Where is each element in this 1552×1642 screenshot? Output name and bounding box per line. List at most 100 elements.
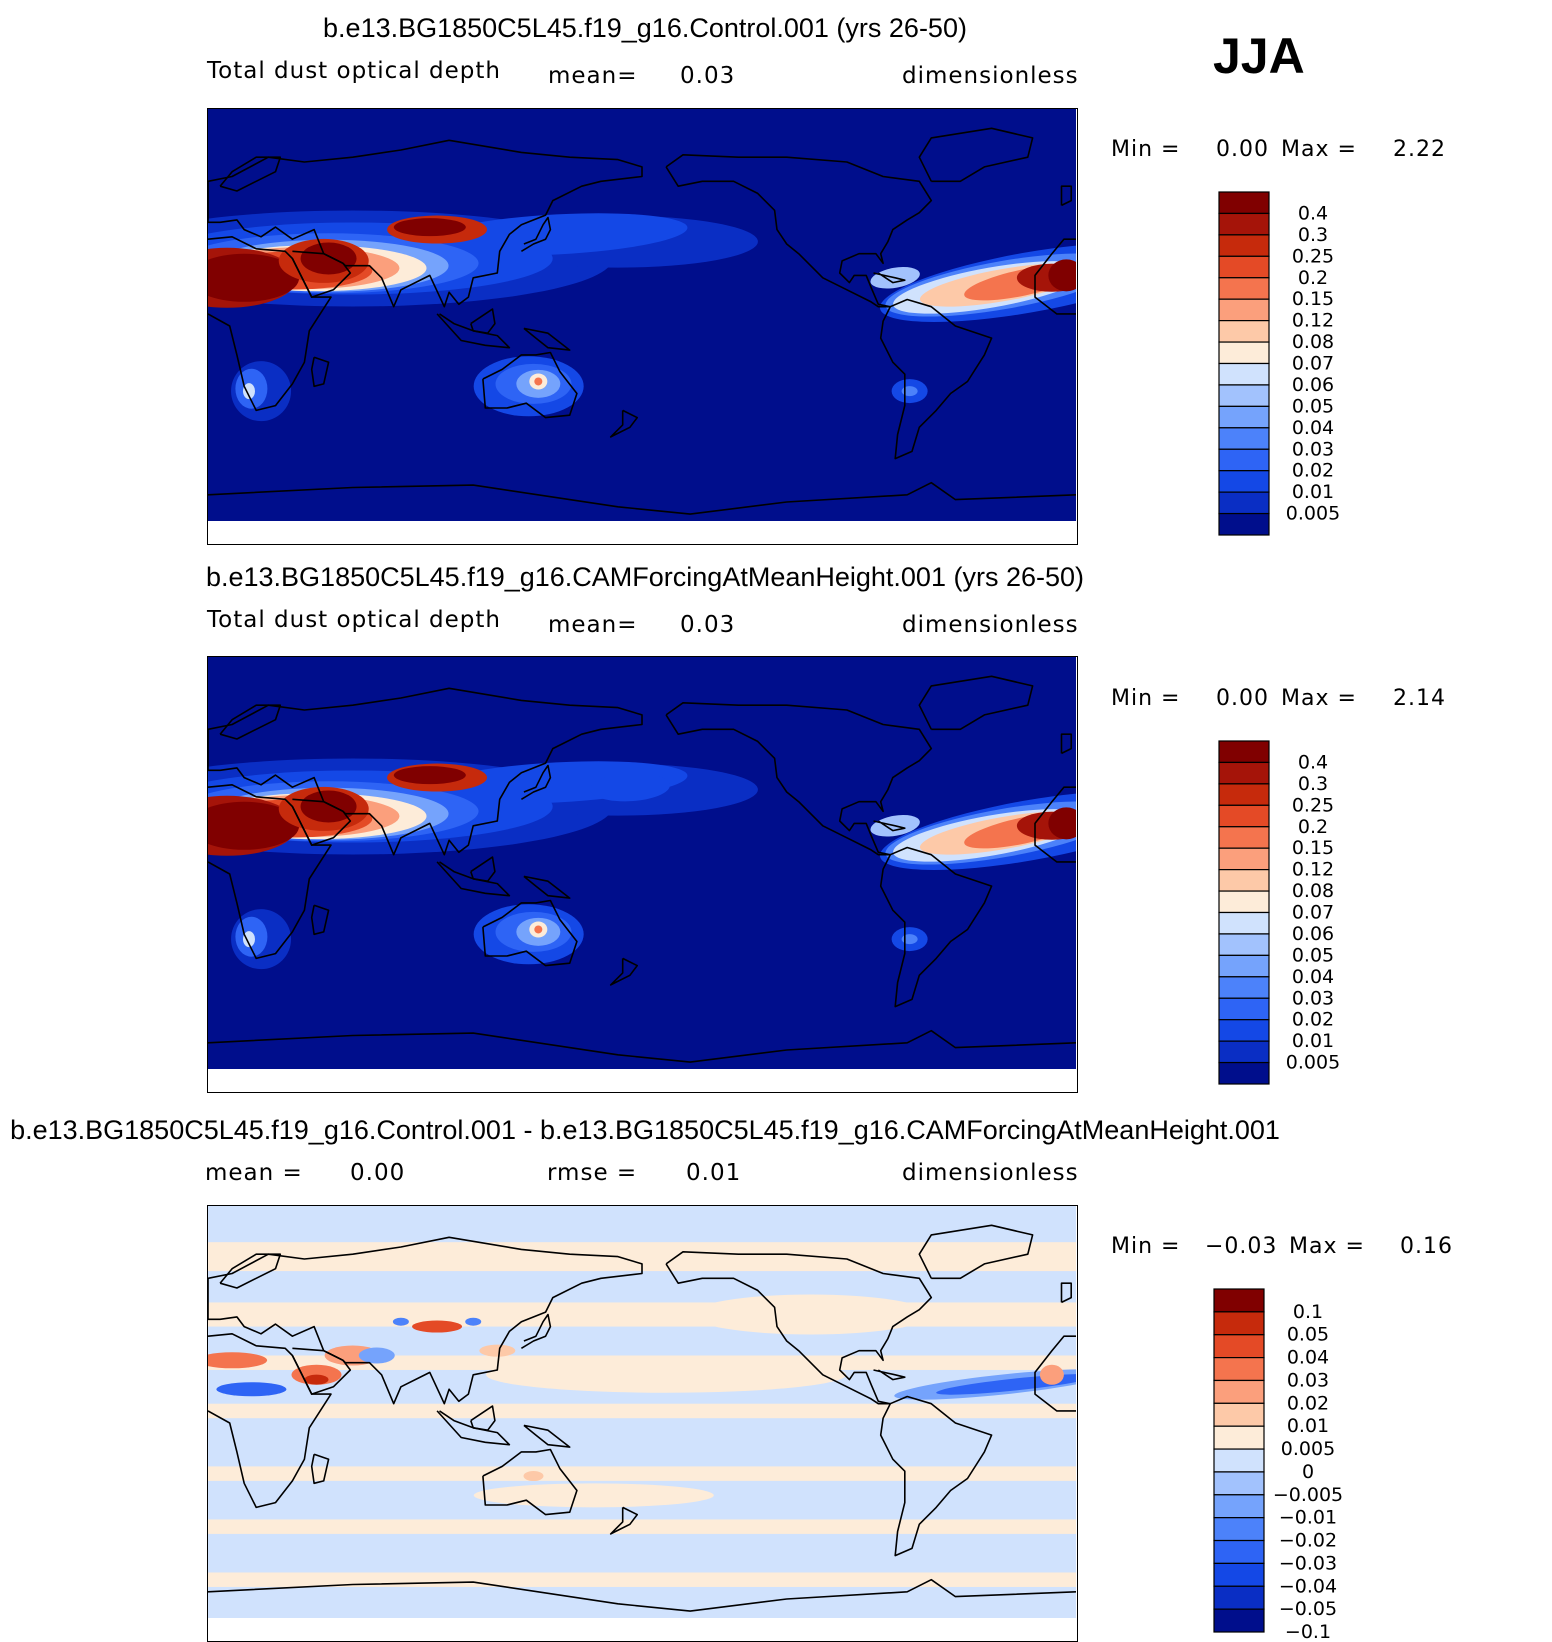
coastline xyxy=(291,1347,352,1395)
coastline xyxy=(208,1236,643,1405)
coastline xyxy=(918,675,1034,731)
coastline xyxy=(665,702,933,856)
coastline xyxy=(879,1395,993,1557)
colorbar-label: 0.03 xyxy=(1287,1369,1329,1391)
colorbar-label: −0.1 xyxy=(1285,1621,1331,1642)
arabia-core xyxy=(300,242,357,275)
colorbar-box xyxy=(1218,976,1270,999)
colorbar-box xyxy=(1218,761,1270,785)
taklimakan-core xyxy=(393,218,466,237)
dust-plume-pacific xyxy=(427,213,688,256)
coastline xyxy=(208,687,643,856)
colorbar-label: −0.03 xyxy=(1279,1552,1337,1574)
colorbar-box xyxy=(1218,1019,1270,1042)
coastline xyxy=(523,875,571,899)
panel3-min-label: Min = xyxy=(1111,1234,1181,1259)
colorbar-label: 0.2 xyxy=(1298,816,1328,838)
coastline xyxy=(219,704,282,740)
positive-patch xyxy=(690,1294,931,1335)
colorbar-label: 0.04 xyxy=(1292,417,1334,439)
panel3-colorbar: 0.1 0.05 0.04 0.03 0.02 0.01 0.005 0 −0.005 −0.01… xyxy=(1213,1288,1358,1642)
panel1-max-label: Max = xyxy=(1281,137,1357,162)
panel1-colorbar: 0.4 0.3 0.25 0.2 0.15 0.12 0.08 0.07 0.06 0.05 0.0… xyxy=(1218,191,1358,536)
coastline xyxy=(470,856,496,882)
colorbar-label: 0.005 xyxy=(1281,1438,1335,1460)
panel3-max-value: 0.16 xyxy=(1400,1234,1453,1259)
panel1-min-label: Min = xyxy=(1111,137,1181,162)
panel3-units: dimensionless xyxy=(902,1160,1079,1186)
colorbar-box xyxy=(1218,320,1270,343)
coastline xyxy=(1034,1335,1076,1412)
coastline xyxy=(609,957,638,986)
colorbar-label: 0.12 xyxy=(1292,310,1334,332)
colorbar-box xyxy=(1218,491,1270,515)
coastline xyxy=(219,1253,282,1289)
coastline xyxy=(208,236,332,412)
colorbar-label: 0.01 xyxy=(1292,1030,1334,1052)
colorbar-label: 0.08 xyxy=(1292,880,1334,902)
colorbar-label: 0.2 xyxy=(1298,267,1328,289)
negative-anomaly xyxy=(216,1382,287,1397)
coastline xyxy=(665,1251,933,1405)
positive-anomaly xyxy=(479,1344,516,1357)
colorbar-box xyxy=(1218,234,1270,257)
colorbar-box xyxy=(1213,1334,1265,1359)
coastline xyxy=(1060,185,1072,207)
colorbar-box xyxy=(1213,1471,1265,1496)
colorbar-label: 0.04 xyxy=(1287,1347,1329,1369)
australia-dust xyxy=(534,925,543,934)
panel2-map xyxy=(207,656,1078,1093)
positive-patch xyxy=(473,1483,714,1508)
coastline xyxy=(520,216,552,252)
colorbar-box xyxy=(1213,1585,1265,1610)
arabia-core xyxy=(300,790,357,823)
colorbar-label: 0 xyxy=(1302,1461,1314,1483)
coastline xyxy=(1034,238,1076,315)
coastline xyxy=(609,1506,638,1535)
colorbar-label: 0.01 xyxy=(1287,1415,1329,1437)
coastline xyxy=(879,846,993,1008)
colorbar-box xyxy=(1213,1608,1265,1633)
colorbar-box xyxy=(1218,255,1270,279)
colorbar-box xyxy=(1218,890,1270,914)
southamerica-dust xyxy=(901,386,918,397)
panel2-max-label: Max = xyxy=(1281,686,1357,711)
panel2-mean-label: mean= xyxy=(548,612,638,638)
colorbar-box xyxy=(1218,1040,1270,1064)
panel3-rmse-value: 0.01 xyxy=(686,1160,742,1186)
colorbar-box xyxy=(1218,954,1270,978)
panel2-case-title: b.e13.BG1850C5L45.f19_g16.CAMForcingAtMe… xyxy=(205,562,1084,592)
colorbar-label: −0.05 xyxy=(1279,1598,1337,1620)
coastline xyxy=(665,154,933,308)
colorbar-box xyxy=(1218,804,1270,828)
colorbar-label: −0.005 xyxy=(1273,1484,1343,1506)
colorbar-label: 0.005 xyxy=(1286,503,1340,525)
positive-anomaly xyxy=(412,1320,463,1333)
sahara-core xyxy=(208,801,300,850)
kalahari-dust xyxy=(242,931,255,948)
coastline xyxy=(208,1578,1076,1612)
colorbar-box xyxy=(1218,869,1270,892)
colorbar-label: −0.04 xyxy=(1279,1575,1337,1597)
coastline xyxy=(609,409,638,438)
panel1-min-value: 0.00 xyxy=(1216,137,1269,162)
coastline xyxy=(482,1448,578,1516)
australia-dust xyxy=(534,377,543,386)
colorbar-label: 0.4 xyxy=(1298,751,1328,773)
coastline xyxy=(482,351,578,419)
colorbar-label: 0.04 xyxy=(1292,966,1334,988)
colorbar-label: 0.4 xyxy=(1298,202,1328,224)
coastline xyxy=(879,298,993,460)
panel2-mean-value: 0.03 xyxy=(680,612,736,638)
panel1-variable: Total dust optical depth xyxy=(207,58,501,84)
coastlines xyxy=(208,675,1076,1063)
colorbar-box xyxy=(1218,740,1270,764)
coastline xyxy=(291,798,352,846)
colorbar-box xyxy=(1218,512,1270,536)
colorbar-box xyxy=(1218,826,1270,849)
colorbar-box xyxy=(1213,1517,1265,1542)
panel3-rmse-label: rmse = xyxy=(547,1160,638,1186)
panel2-min-label: Min = xyxy=(1111,686,1181,711)
panel3-mean-value: 0.00 xyxy=(350,1160,406,1186)
coastline xyxy=(208,481,1076,515)
